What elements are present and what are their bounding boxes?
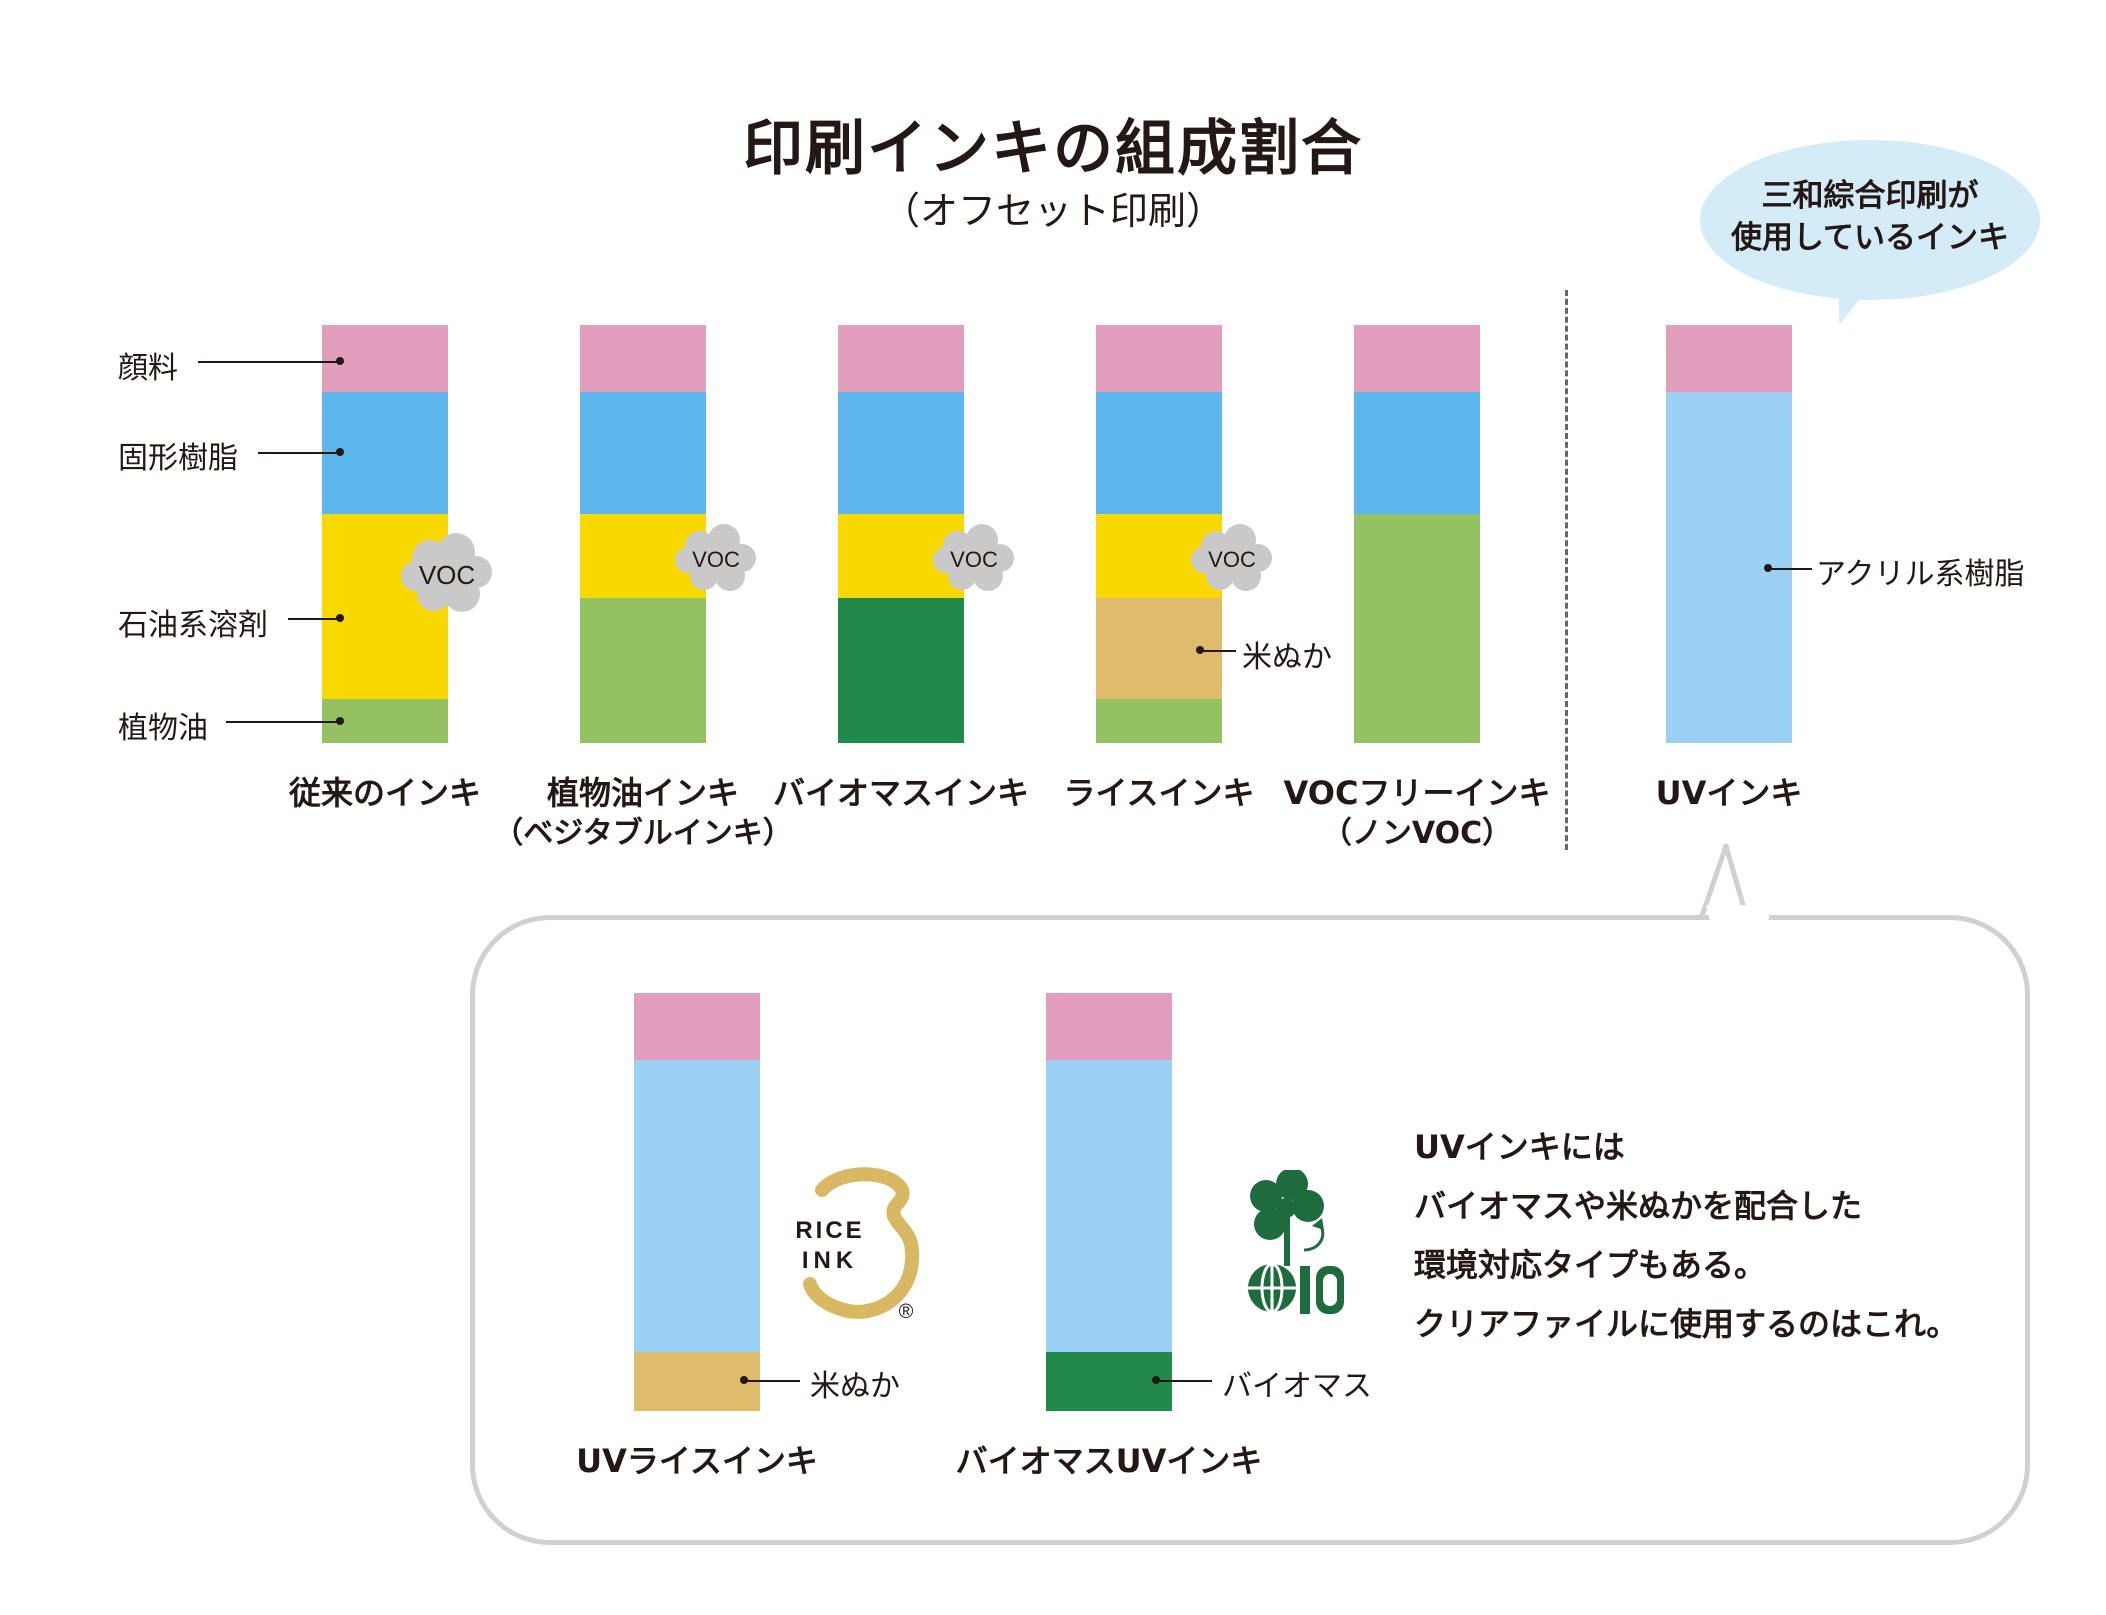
leader-dot bbox=[336, 357, 344, 365]
voc-cloud-icon: VOC bbox=[933, 524, 1014, 591]
segment-solid-resin bbox=[1096, 392, 1222, 514]
ink-label-uv-rice: UVライスインキ bbox=[576, 1442, 818, 1480]
segment-vegetable-oil bbox=[1096, 699, 1222, 743]
ink-sublabel-non-voc: （ノンVOC） bbox=[1321, 816, 1513, 851]
label-acrylic-resin: アクリル系樹脂 bbox=[1816, 557, 2025, 592]
segment-biomass bbox=[838, 598, 964, 743]
speech-bubble-line2: 使用しているインキ bbox=[1730, 220, 2010, 256]
label-rice-bran: 米ぬか bbox=[1242, 640, 1332, 675]
segment-rice-bran bbox=[634, 1352, 760, 1411]
leader-dot bbox=[336, 448, 344, 456]
leader-line bbox=[1768, 568, 1812, 570]
dashed-divider bbox=[1565, 290, 1568, 850]
biomass-clover-logo-icon: 10 bbox=[1248, 1170, 1344, 1321]
segment-biomass bbox=[1046, 1352, 1172, 1411]
bar-biomass-ink bbox=[838, 325, 964, 743]
legend-vegetable-oil: 植物油 bbox=[118, 711, 208, 746]
uv-note-line1: UVインキには bbox=[1414, 1128, 1625, 1166]
bar-vegetable-oil-ink bbox=[580, 325, 706, 743]
leader-line bbox=[198, 361, 340, 363]
rice-logo-line1: RICE bbox=[795, 1217, 864, 1244]
segment-pigment bbox=[1354, 325, 1480, 392]
segment-pigment bbox=[1096, 325, 1222, 392]
leader-dot bbox=[336, 614, 344, 622]
segment-solid-resin bbox=[1354, 392, 1480, 514]
voc-cloud-icon: VOC bbox=[675, 524, 756, 591]
leader-line bbox=[258, 452, 340, 454]
leader-line bbox=[1156, 1380, 1212, 1382]
voc-label: VOC bbox=[1208, 547, 1256, 572]
voc-label: VOC bbox=[950, 547, 998, 572]
bar-uv-ink bbox=[1666, 325, 1792, 743]
segment-acrylic-resin bbox=[1046, 1060, 1172, 1352]
page-subtitle: （オフセット印刷） bbox=[881, 189, 1224, 233]
segment-solid-resin bbox=[580, 392, 706, 514]
segment-acrylic-resin bbox=[634, 1060, 760, 1352]
legend-pigment: 顔料 bbox=[118, 351, 178, 386]
uv-note-line3: 環境対応タイプもある。 bbox=[1414, 1246, 1767, 1284]
leader-line bbox=[288, 618, 340, 620]
segment-solid-resin bbox=[838, 392, 964, 514]
uv-note-line4: クリアファイルに使用するのはこれ。 bbox=[1414, 1305, 1959, 1343]
page-title: 印刷インキの組成割合 bbox=[743, 114, 1363, 184]
registered-mark: ® bbox=[899, 1301, 914, 1323]
bar-uv-rice-ink bbox=[634, 993, 760, 1411]
voc-cloud-icon: VOC bbox=[401, 533, 492, 612]
bar-biomass-uv-ink bbox=[1046, 993, 1172, 1411]
segment-pigment bbox=[580, 325, 706, 392]
speech-bubble-text: 三和綜合印刷が 使用しているインキ bbox=[1700, 175, 2040, 259]
segment-pigment bbox=[1666, 325, 1792, 392]
leader-dot bbox=[336, 717, 344, 725]
voc-label: VOC bbox=[419, 560, 475, 590]
leader-line bbox=[1200, 650, 1236, 652]
legend-petroleum-solvent: 石油系溶剤 bbox=[118, 608, 268, 643]
ink-sublabel-vegetable: （ベジタブルインキ） bbox=[493, 816, 793, 851]
segment-vegetable-oil bbox=[1354, 514, 1480, 743]
ink-label-rice: ライスインキ bbox=[1063, 774, 1255, 812]
rice-logo-line2: INK bbox=[802, 1247, 858, 1274]
clover-logo-number: 10 bbox=[1321, 1319, 1324, 1321]
uv-note-line2: バイオマスや米ぬかを配合した bbox=[1414, 1187, 1863, 1225]
legend-solid-resin: 固形樹脂 bbox=[118, 441, 238, 476]
voc-label: VOC bbox=[692, 547, 740, 572]
ink-label-uv: UVインキ bbox=[1655, 774, 1803, 812]
label-biomass: バイオマス bbox=[1222, 1369, 1372, 1404]
segment-pigment bbox=[838, 325, 964, 392]
ink-label-conventional: 従来のインキ bbox=[288, 774, 481, 812]
ink-label-voc-free: VOCフリーインキ bbox=[1283, 774, 1551, 812]
segment-pigment bbox=[1046, 993, 1172, 1060]
leader-line bbox=[744, 1380, 800, 1382]
rice-ink-logo-icon: RICE INK ® bbox=[795, 1167, 920, 1323]
bar-voc-free-ink bbox=[1354, 325, 1480, 743]
leader-line bbox=[226, 721, 340, 723]
callout-pointer-mask bbox=[1706, 905, 1772, 929]
speech-bubble-line1: 三和綜合印刷が bbox=[1761, 178, 1979, 214]
voc-cloud-icon: VOC bbox=[1191, 524, 1272, 591]
ink-label-biomass: バイオマスインキ bbox=[772, 774, 1029, 812]
segment-pigment bbox=[634, 993, 760, 1060]
segment-vegetable-oil bbox=[580, 598, 706, 743]
ink-label-vegetable-oil: 植物油インキ bbox=[546, 774, 739, 812]
label-rice-bran-uv: 米ぬか bbox=[810, 1369, 900, 1404]
uv-note: UVインキには バイオマスや米ぬかを配合した 環境対応タイプもある。 クリアファ… bbox=[1414, 1118, 1958, 1354]
speech-bubble bbox=[1700, 140, 2040, 300]
ink-label-biomass-uv: バイオマスUVインキ bbox=[955, 1442, 1263, 1480]
